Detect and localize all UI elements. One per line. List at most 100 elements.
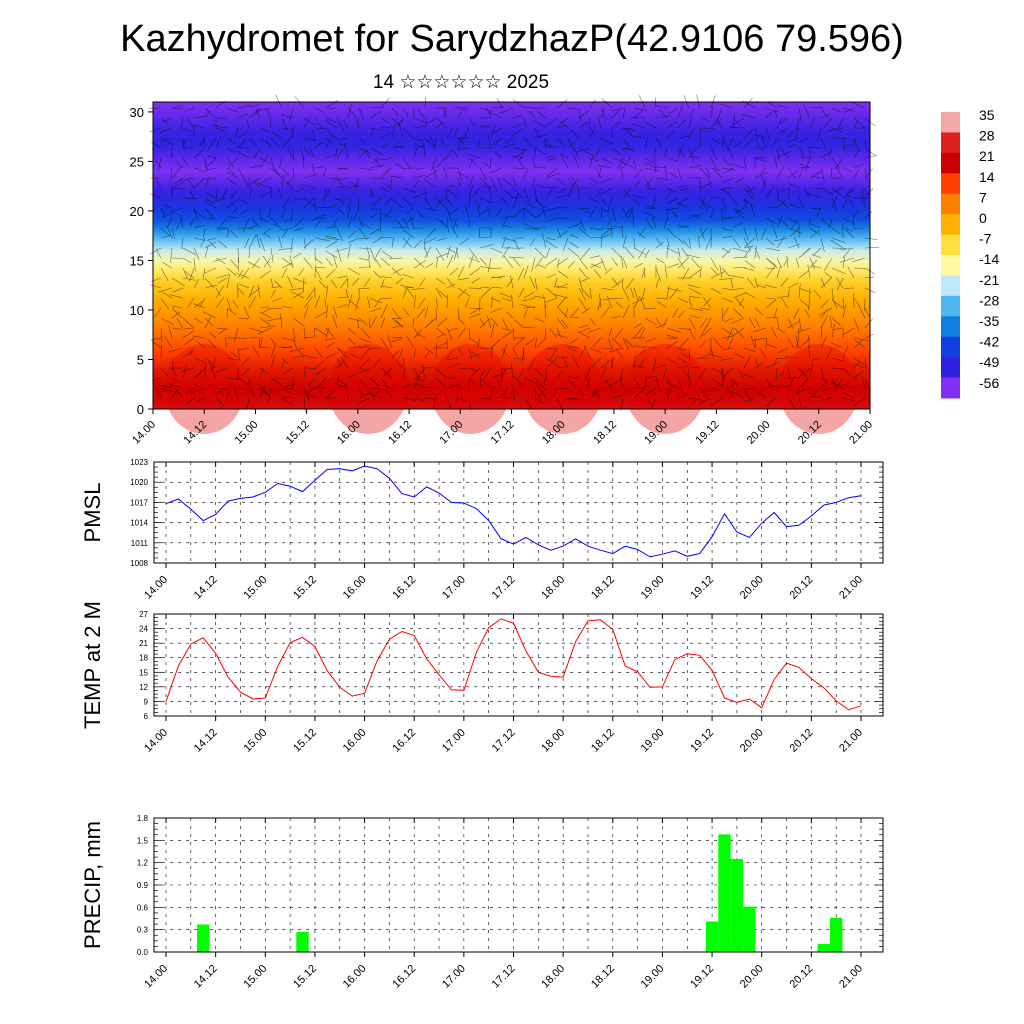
wind-barb <box>776 317 780 328</box>
wind-barb <box>490 106 505 109</box>
wind-barb <box>543 144 558 149</box>
wind-barb <box>587 327 602 333</box>
wind-barb <box>468 117 476 127</box>
wind-barb <box>325 391 335 399</box>
wind-barb <box>180 215 184 229</box>
wind-barb <box>215 296 225 309</box>
wind-barb <box>327 107 338 110</box>
wind-barb <box>188 179 195 189</box>
wind-barb <box>556 207 569 209</box>
wind-barb <box>841 391 855 399</box>
wind-barb <box>787 397 797 411</box>
wind-barb <box>830 381 844 389</box>
wind-barb <box>842 227 854 232</box>
wind-barb <box>852 101 866 109</box>
wind-barb <box>314 214 327 219</box>
wind-barb <box>345 289 349 299</box>
wind-barb <box>237 287 245 296</box>
wind-barb <box>718 277 734 281</box>
wind-barb <box>645 337 657 343</box>
wind-barb <box>285 181 294 189</box>
wind-barb <box>424 263 434 269</box>
wind-barb <box>710 157 718 171</box>
wind-barb <box>611 395 623 399</box>
wind-barb <box>798 147 805 157</box>
wind-barb <box>510 275 514 289</box>
wind-barb <box>446 207 452 222</box>
colorbar-label: 0 <box>979 210 987 226</box>
wind-barb <box>677 258 689 269</box>
wind-barb <box>798 327 800 340</box>
wind-barb <box>557 270 569 279</box>
wind-barb <box>479 167 487 180</box>
wind-barb <box>732 292 747 299</box>
wind-barb <box>743 227 749 241</box>
wind-barb <box>710 287 722 294</box>
wind-barb <box>298 267 305 276</box>
wind-barb <box>479 369 486 379</box>
wind-barb <box>759 167 767 176</box>
wind-barb <box>858 304 866 319</box>
wind-barb <box>380 317 386 329</box>
wind-barb <box>160 117 173 123</box>
wind-barb <box>446 247 457 254</box>
wind-barb <box>830 239 844 249</box>
wind-barb <box>369 127 382 131</box>
wind-barb <box>270 167 280 176</box>
wind-barb <box>556 327 562 339</box>
wind-barb <box>389 257 404 260</box>
wind-barb <box>369 188 372 199</box>
wind-barb <box>611 247 622 258</box>
wind-barb <box>435 297 438 308</box>
wind-barb <box>765 338 767 349</box>
colorbar-label: -21 <box>979 272 999 288</box>
wind-barb <box>620 161 635 169</box>
wind-barb <box>557 387 569 389</box>
wind-barb <box>360 328 371 339</box>
wind-barb <box>325 250 338 259</box>
wind-barb <box>446 197 453 207</box>
wind-barb <box>501 386 508 399</box>
wind-barb <box>643 121 657 129</box>
wind-barb <box>446 245 451 259</box>
wind-barb <box>457 367 469 370</box>
colorbar-cell <box>941 152 960 174</box>
wind-barb <box>315 266 327 269</box>
wind-barb <box>644 157 655 165</box>
wind-barb <box>777 105 789 109</box>
wind-barb <box>726 327 734 341</box>
wind-barb <box>592 337 602 347</box>
wind-barb <box>703 297 712 307</box>
wind-barb <box>633 109 644 119</box>
wind-barb <box>597 115 602 129</box>
wind-barb <box>512 387 515 401</box>
wind-barb <box>655 279 659 289</box>
wind-barb <box>796 117 800 131</box>
wind-barb <box>743 129 754 139</box>
wind-barb <box>380 170 390 179</box>
wind-barb <box>557 257 569 266</box>
wind-barb <box>174 177 184 184</box>
warm-core <box>522 344 603 434</box>
wind-barb <box>666 357 678 365</box>
wind-barb <box>383 167 393 174</box>
wind-barb <box>424 197 433 209</box>
wind-barb <box>732 207 745 214</box>
wind-barb <box>602 297 613 301</box>
wind-barb <box>314 220 321 229</box>
wind-barb <box>534 147 547 155</box>
wind-barb <box>688 164 703 169</box>
wind-barb <box>732 267 746 269</box>
wind-barb <box>230 207 239 215</box>
wind-barb <box>672 307 679 318</box>
wind-barb <box>743 387 752 402</box>
wind-barb <box>823 257 833 271</box>
wind-barb <box>556 283 569 289</box>
wind-barb <box>785 356 800 359</box>
wind-barb <box>699 117 709 121</box>
wind-barb <box>259 157 272 165</box>
wind-barb <box>677 365 689 369</box>
wind-barb <box>240 207 250 216</box>
wind-barb <box>391 237 394 249</box>
wind-barb <box>633 386 649 389</box>
